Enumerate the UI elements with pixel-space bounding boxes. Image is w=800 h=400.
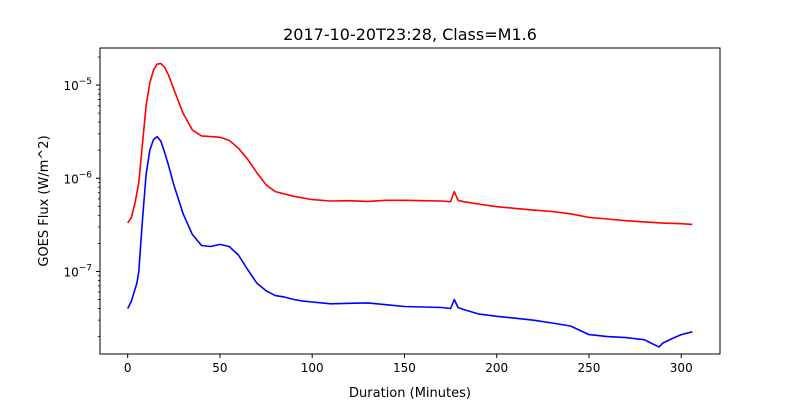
y-axis-label: GOES Flux (W/m^2) — [37, 135, 52, 266]
x-tick-label: 50 — [212, 361, 227, 375]
x-axis: 0 50 100 150 200 250 300 — [124, 354, 693, 375]
x-tick-label: 150 — [393, 361, 416, 375]
x-axis-label: Duration (Minutes) — [349, 386, 471, 400]
chart-title: 2017-10-20T23:28, Class=M1.6 — [283, 25, 537, 44]
x-tick-label: 100 — [301, 361, 324, 375]
series-layer — [126, 62, 693, 348]
series-line-0 — [127, 62, 693, 226]
series-line-1 — [126, 135, 693, 348]
plot-frame — [99, 47, 721, 355]
x-tick-label: 200 — [485, 361, 508, 375]
x-tick-label: 250 — [578, 361, 601, 375]
x-tick-label: 300 — [670, 361, 693, 375]
x-tick-label: 0 — [124, 361, 132, 375]
